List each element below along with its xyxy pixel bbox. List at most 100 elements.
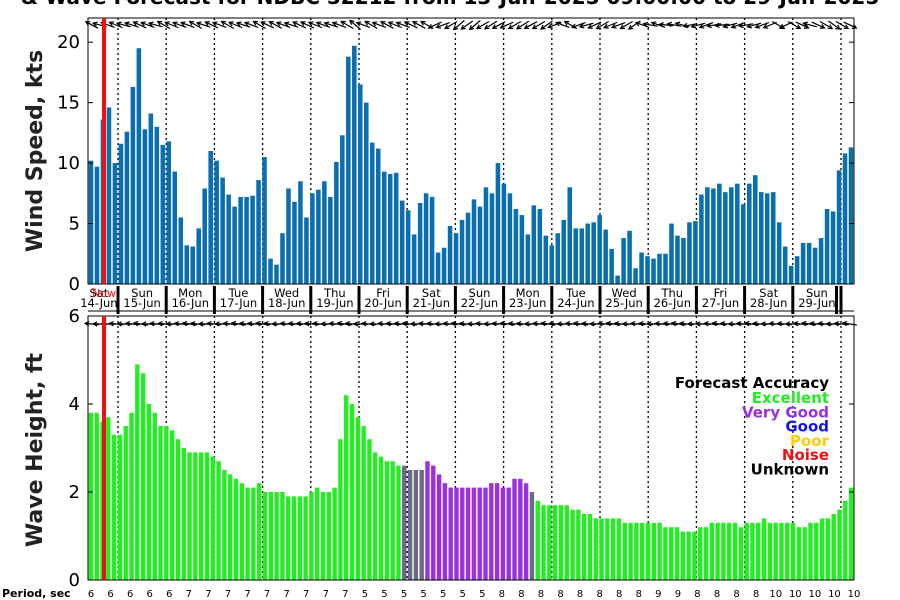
bar — [657, 522, 662, 580]
day-name: Sat — [422, 286, 441, 300]
bar — [500, 487, 506, 580]
bar — [198, 452, 204, 580]
bar — [204, 452, 210, 580]
direction-arrow — [108, 21, 123, 29]
arrow-head — [411, 21, 418, 26]
day-date: 23-Jun — [509, 296, 546, 310]
bar — [579, 228, 584, 284]
bar — [431, 465, 436, 580]
bar — [564, 505, 569, 580]
arrow-shaft — [787, 20, 801, 30]
arrow-head — [642, 21, 649, 28]
arrow-head — [91, 321, 98, 327]
direction-arrow — [179, 21, 195, 28]
bar — [837, 509, 842, 580]
bar — [669, 527, 674, 580]
bar — [622, 522, 627, 580]
arrow-head — [662, 321, 669, 327]
bar — [552, 505, 558, 580]
arrow-head — [580, 321, 587, 327]
arrow-head — [252, 20, 259, 26]
direction-arrow — [754, 22, 770, 29]
arrow-head — [331, 21, 338, 27]
direction-arrow — [662, 321, 678, 327]
arrow-head — [291, 21, 298, 27]
arrow-head — [694, 321, 701, 327]
arrow-shaft — [316, 22, 331, 28]
arrow-shaft — [715, 23, 730, 27]
arrow-head — [563, 20, 570, 26]
bar — [727, 522, 732, 580]
day-name: Fri — [376, 286, 390, 300]
direction-arrow — [706, 22, 722, 29]
direction-arrow — [483, 20, 498, 30]
direction-arrow — [507, 20, 522, 30]
day-divider — [212, 286, 216, 314]
legend-item: Good — [785, 418, 829, 436]
arrow-head — [776, 321, 783, 327]
bar — [831, 514, 836, 580]
arrow-head — [491, 24, 498, 29]
bar — [471, 199, 477, 284]
bar — [576, 509, 581, 580]
day-name: Thu — [660, 286, 683, 300]
direction-arrow — [802, 21, 818, 28]
bar — [304, 217, 309, 284]
direction-arrow — [703, 321, 719, 327]
direction-arrow — [532, 321, 548, 327]
bar — [830, 211, 836, 284]
bar — [634, 522, 639, 580]
arrow-head — [483, 24, 490, 30]
bar — [779, 522, 784, 580]
period-value: 8 — [577, 589, 583, 600]
period-value: 8 — [538, 589, 544, 600]
arrow-head — [124, 321, 131, 327]
arrow-head — [587, 23, 593, 29]
arrow-head — [140, 21, 146, 27]
arrow-head — [140, 321, 147, 327]
bar — [429, 196, 435, 284]
bar — [512, 478, 517, 580]
bar — [633, 268, 638, 284]
period-row: Period, sec 6 6 6 6 6 7 7 7 7 7 7 7 7 7 5 5 5 5 5 5 5 8 8 8 8 8 8 8… — [2, 587, 860, 600]
direction-arrow — [540, 320, 556, 327]
bar — [405, 210, 411, 284]
bar — [216, 461, 221, 580]
day-name: Sun — [806, 286, 828, 300]
direction-arrow — [460, 20, 474, 30]
arrow-head — [795, 24, 802, 30]
bar — [274, 264, 279, 284]
bar — [136, 48, 142, 285]
bar — [268, 492, 273, 580]
arrow-shaft — [579, 22, 594, 28]
arrow-shaft — [492, 322, 507, 326]
now-label: Now — [92, 287, 116, 300]
bar — [280, 492, 285, 580]
bar — [738, 527, 744, 580]
arrow-head — [401, 320, 408, 327]
bar — [118, 143, 124, 284]
direction-arrow — [377, 321, 393, 327]
bar — [298, 181, 303, 284]
arrow-shaft — [453, 20, 465, 30]
direction-arrow — [610, 22, 626, 29]
arrow-head — [499, 320, 506, 327]
arrow-head — [646, 321, 652, 327]
arrow-head — [364, 20, 370, 26]
direction-arrow — [385, 321, 401, 327]
bar — [454, 487, 459, 580]
bar — [361, 426, 366, 580]
bar — [547, 505, 552, 580]
bar — [346, 56, 351, 284]
arrow-head — [395, 21, 402, 27]
direction-arrow — [711, 320, 727, 327]
period-value: 5 — [362, 589, 368, 600]
period-value: 8 — [499, 589, 505, 600]
bar — [717, 183, 722, 284]
bar — [711, 188, 716, 284]
arrow-head — [108, 21, 114, 27]
period-value: 7 — [225, 589, 231, 600]
wave-height-bars — [88, 364, 854, 580]
